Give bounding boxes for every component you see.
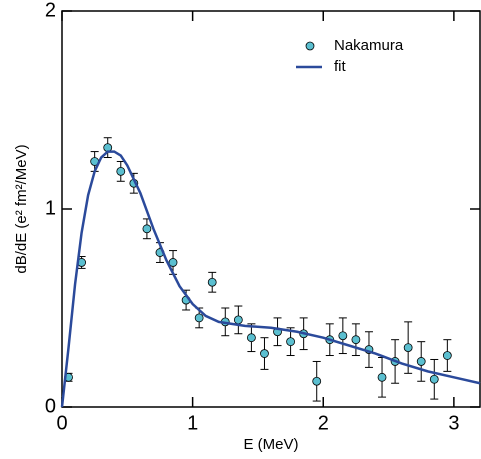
data-point <box>377 372 387 382</box>
data-point <box>142 224 152 234</box>
data-point <box>312 376 322 386</box>
data-point <box>429 374 439 384</box>
data-point <box>168 258 178 267</box>
data-point <box>207 277 217 287</box>
data-point <box>247 333 256 343</box>
y-tick-label: 1 <box>45 197 56 219</box>
data-point <box>403 343 413 353</box>
data-point <box>416 357 426 366</box>
data-point <box>442 351 452 360</box>
x-tick-label: 3 <box>448 412 459 434</box>
legend-marker <box>305 41 315 51</box>
legend-label: fit <box>334 58 347 75</box>
data-point <box>286 337 295 347</box>
data-point <box>260 349 269 358</box>
x-tick-label: 2 <box>318 412 329 434</box>
legend-label: Nakamura <box>334 37 404 54</box>
legend-box <box>290 32 460 82</box>
x-tick-label: 1 <box>187 412 198 434</box>
y-tick-label: 2 <box>45 0 56 21</box>
x-tick-label: 0 <box>56 412 67 434</box>
x-axis-label: E (MeV) <box>243 436 298 453</box>
data-point <box>194 313 204 323</box>
data-point <box>233 315 243 325</box>
data-point <box>116 166 126 176</box>
data-point <box>351 335 361 345</box>
y-axis-label: dB/dE (e² fm²/MeV) <box>13 144 30 273</box>
fit-line <box>60 150 481 408</box>
data-point <box>338 331 348 341</box>
y-tick-label: 0 <box>45 395 56 417</box>
